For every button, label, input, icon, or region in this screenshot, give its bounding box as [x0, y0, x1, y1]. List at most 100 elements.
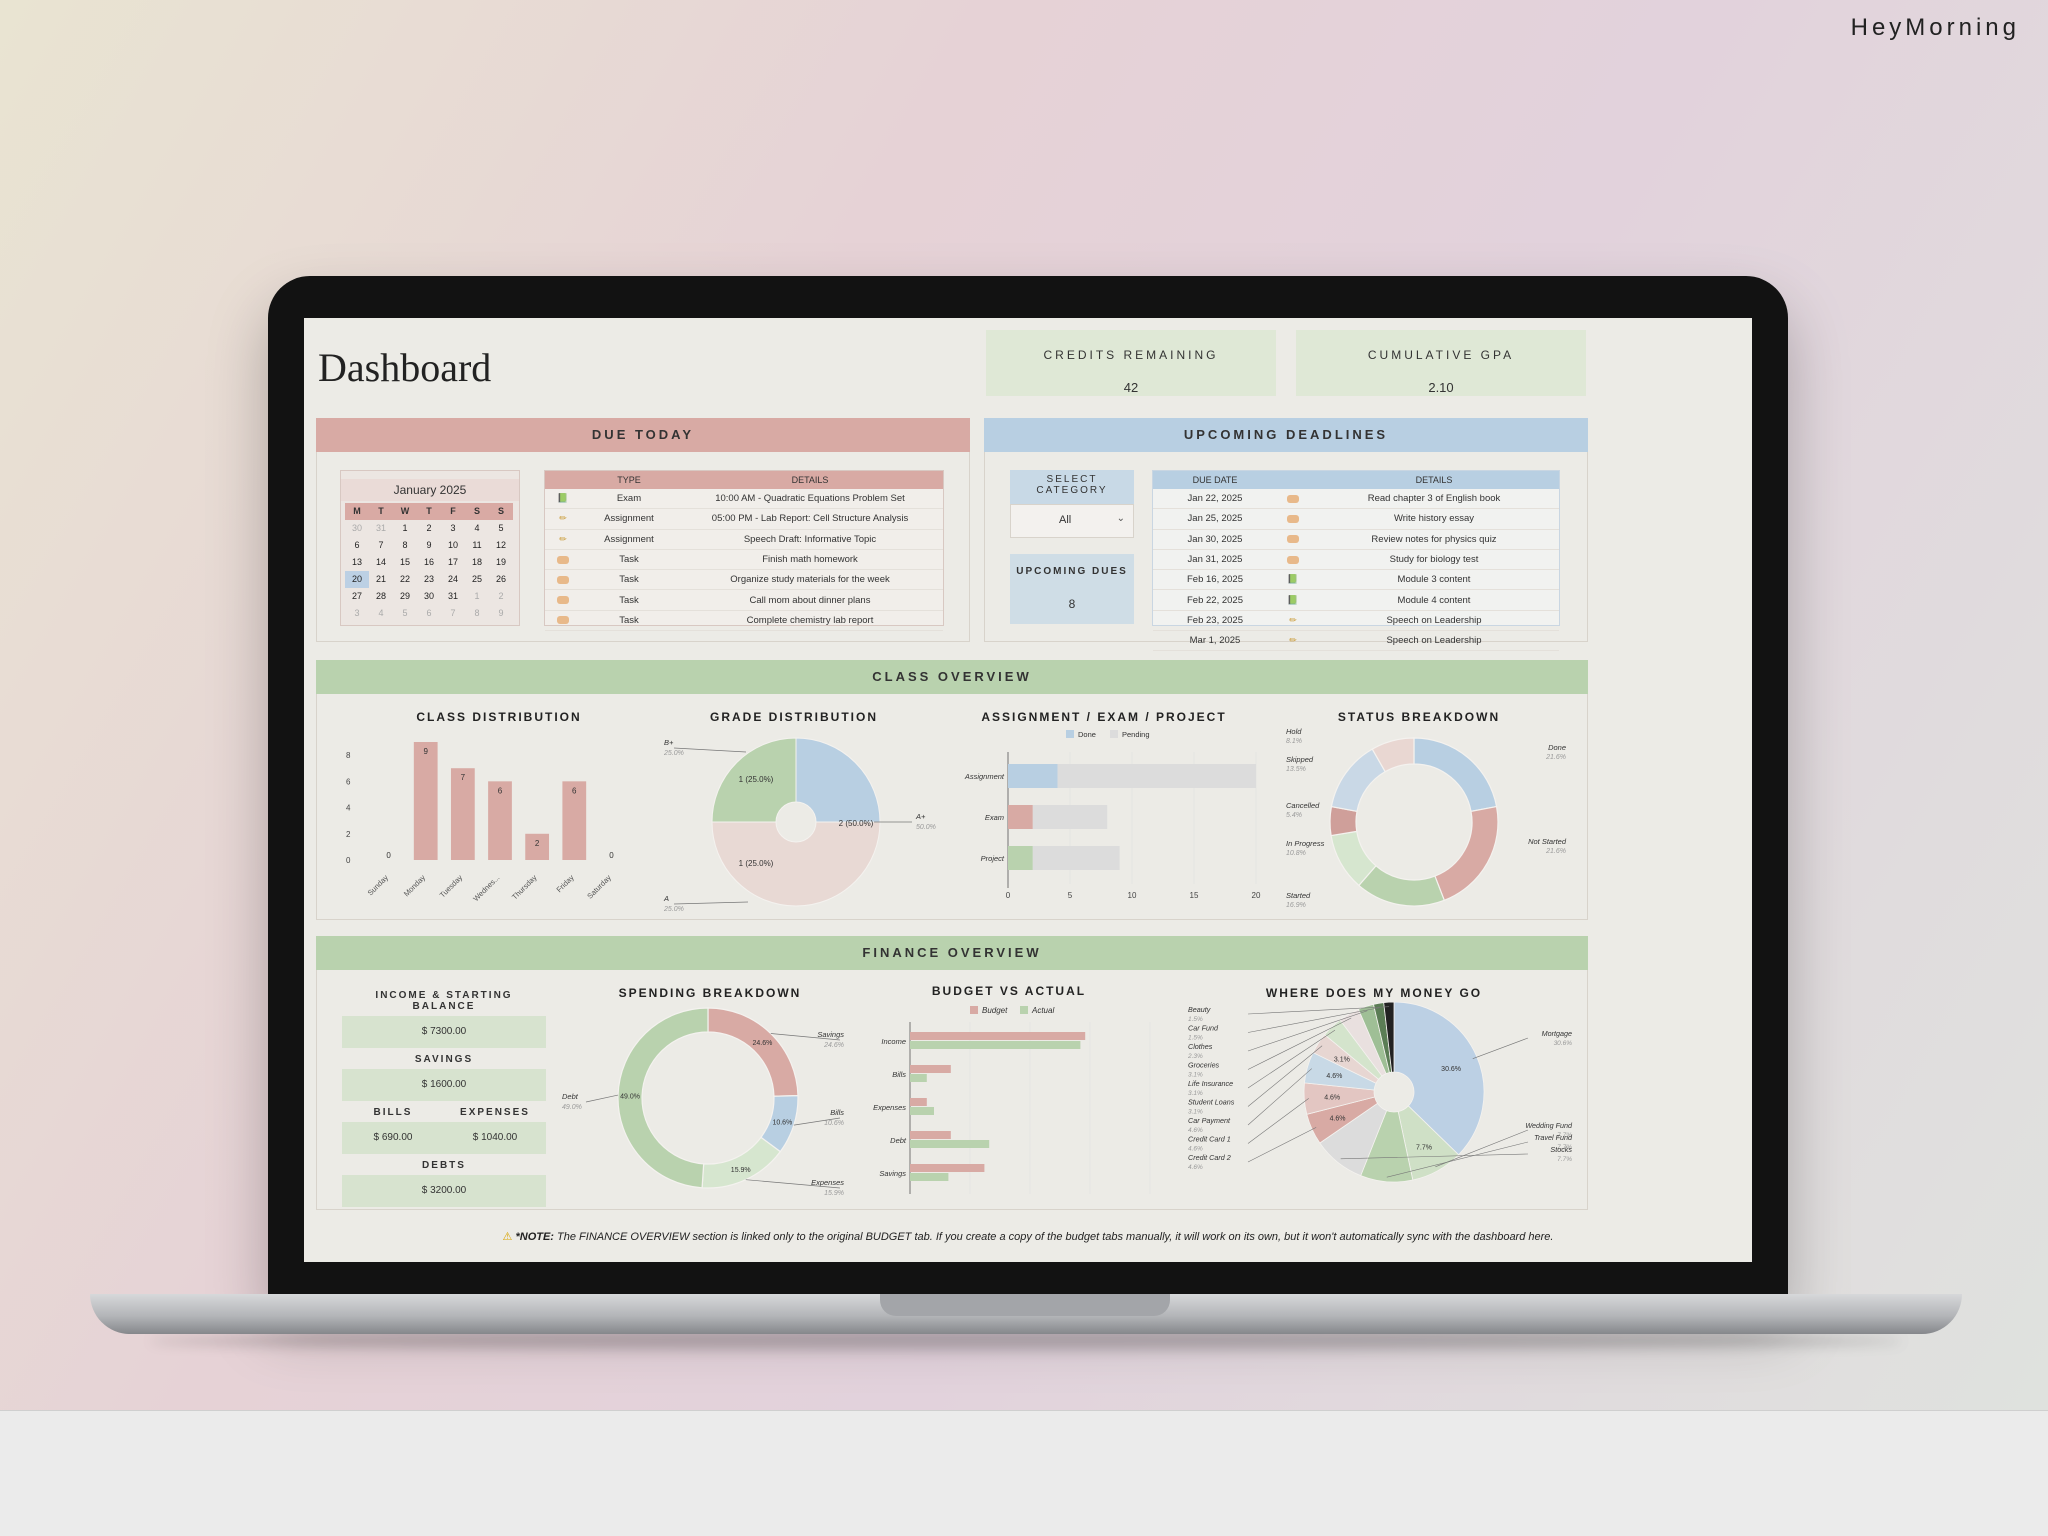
- data-label: 6: [498, 786, 503, 795]
- slice-name: Bills: [830, 1108, 844, 1117]
- slice-percent: 25.0%: [663, 750, 684, 757]
- calendar-day[interactable]: 16: [423, 557, 434, 567]
- calendar-day[interactable]: 19: [495, 557, 506, 567]
- calendar-days: 30 31 1 2 3 4 5 6 7 8 9 10 11 12 13 14 15 16 17 18 19 20 21 22 2…: [345, 520, 515, 622]
- calendar-day[interactable]: 14: [375, 557, 386, 567]
- slice-label: 4.6%: [1326, 1073, 1342, 1080]
- calendar-day[interactable]: 22: [399, 574, 410, 584]
- leader-line: [1247, 1029, 1336, 1089]
- task-icon: [1287, 514, 1299, 523]
- calendar-day[interactable]: 26: [495, 574, 506, 584]
- slice-label: 30.6%: [1441, 1066, 1461, 1073]
- calendar-day[interactable]: 24: [447, 574, 458, 584]
- slice-name: A: [663, 894, 669, 903]
- status-breakdown-title: STATUS BREAKDOWN: [1337, 710, 1501, 724]
- slice-name: Mortgage: [1542, 1029, 1572, 1038]
- task-icon: [557, 555, 569, 564]
- dashboard-screen: Dashboard CREDITS REMAINING 42 CUMULATIV…: [304, 318, 1752, 1262]
- warning-icon: ⚠: [502, 1231, 513, 1243]
- row-icon-cell: [545, 569, 581, 591]
- calendar-day[interactable]: 2: [498, 591, 504, 601]
- calendar-day[interactable]: 3: [450, 523, 456, 533]
- finance-note: ⚠ *NOTE: The FINANCE OVERVIEW section is…: [304, 1230, 1752, 1243]
- calendar-day[interactable]: 1: [474, 591, 480, 601]
- row-details: 10:00 AM - Quadratic Equations Problem S…: [677, 489, 943, 510]
- weekday-label: F: [441, 503, 465, 520]
- row-date: Feb 22, 2025: [1153, 589, 1277, 611]
- bar-Tuesday: [450, 768, 475, 860]
- bar-actual-Bills: [910, 1074, 927, 1082]
- calendar-day[interactable]: 12: [495, 540, 506, 550]
- task-icon: [1287, 494, 1299, 503]
- calendar-day[interactable]: 11: [472, 540, 482, 550]
- calendar-day[interactable]: 10: [447, 540, 458, 550]
- calendar-day[interactable]: 29: [399, 591, 410, 601]
- category-select[interactable]: All ⌄: [1010, 504, 1134, 538]
- calendar-day[interactable]: 31: [447, 591, 458, 601]
- calendar-day[interactable]: 30: [423, 591, 434, 601]
- row-details: Module 4 content: [1309, 589, 1559, 611]
- credits-value: 42: [1123, 380, 1139, 395]
- calendar-day[interactable]: 5: [402, 608, 408, 618]
- table-row: Jan 22, 2025 Read chapter 3 of English bo…: [1153, 489, 1559, 510]
- calendar-day[interactable]: 15: [399, 557, 410, 567]
- row-type: Assignment: [581, 508, 677, 530]
- income-label: INCOME & STARTING BALANCE: [375, 990, 513, 1012]
- row-date: Jan 30, 2025: [1153, 529, 1277, 550]
- calendar-day[interactable]: 2: [426, 523, 432, 533]
- slice-name: Stocks: [1550, 1145, 1572, 1154]
- slice-percent: 3.1%: [1188, 1109, 1203, 1116]
- calendar-day[interactable]: 7: [450, 608, 456, 618]
- calendar-day[interactable]: 28: [375, 591, 386, 601]
- slice-name: Skipped: [1286, 755, 1314, 764]
- row-details: Speech Draft: Informative Topic: [677, 529, 943, 550]
- table-row: Feb 23, 2025 ✏ Speech on Leadership: [1153, 610, 1559, 632]
- slice-name: Car Payment: [1188, 1116, 1231, 1125]
- calendar-day[interactable]: 3: [354, 608, 360, 618]
- table-row: ✏ Assignment Speech Draft: Informative Top…: [545, 529, 943, 550]
- calendar-day[interactable]: 1: [402, 523, 408, 533]
- x-tick-label: 15: [1190, 891, 1199, 900]
- slice-percent: 2.3%: [1187, 1053, 1203, 1060]
- bar-actual-Income: [910, 1041, 1081, 1049]
- calendar-day[interactable]: 8: [474, 608, 480, 618]
- calendar-day[interactable]: 20: [345, 571, 369, 588]
- calendar-day[interactable]: 31: [375, 523, 386, 533]
- calendar-day[interactable]: 21: [375, 574, 386, 584]
- calendar-day[interactable]: 25: [471, 574, 482, 584]
- row-date: Jan 25, 2025: [1153, 508, 1277, 530]
- slice-name: Savings: [817, 1030, 844, 1039]
- calendar-day[interactable]: 4: [474, 523, 480, 533]
- calendar-day[interactable]: 9: [498, 608, 504, 618]
- calendar-day[interactable]: 6: [426, 608, 432, 618]
- bar-Wednes...: [488, 781, 512, 860]
- calendar-day[interactable]: 4: [378, 608, 384, 618]
- upcoming-dues-value: 8: [1068, 597, 1076, 611]
- calendar-day[interactable]: 13: [351, 557, 362, 567]
- calendar-day[interactable]: 5: [498, 523, 504, 533]
- calendar-day[interactable]: 8: [402, 540, 408, 550]
- slice-name: Debt: [562, 1092, 579, 1101]
- x-tick-label: 10: [1128, 891, 1137, 900]
- leader-line: [1340, 1153, 1529, 1160]
- calendar-day[interactable]: 18: [471, 557, 482, 567]
- calendar-day[interactable]: 23: [423, 574, 434, 584]
- calendar-day[interactable]: 7: [378, 540, 384, 550]
- bar-budget-Bills: [910, 1065, 951, 1073]
- calendar-day[interactable]: 30: [351, 523, 362, 533]
- row-date: Jan 22, 2025: [1153, 489, 1277, 510]
- row-icon-cell: ✏: [1277, 610, 1309, 632]
- y-tick-label: Income: [881, 1037, 906, 1046]
- row-icon-cell: ✏: [1277, 630, 1309, 652]
- where-does-my-money-go-chart: 30.6% 7.7% 4.6% 4.6% 4.6% 3.1% Mortgage 30.6% We…: [1187, 1002, 1573, 1183]
- calendar-day[interactable]: 6: [354, 540, 360, 550]
- leader-line: [1247, 1045, 1323, 1107]
- slice-percent: 13.5%: [1286, 766, 1306, 773]
- note-text: The FINANCE OVERVIEW section is linked o…: [557, 1231, 1554, 1243]
- calendar-day[interactable]: 17: [447, 557, 458, 567]
- calendar-day[interactable]: 9: [426, 540, 432, 550]
- data-label: 0: [609, 851, 614, 860]
- calendar-day[interactable]: 27: [351, 591, 362, 601]
- slice-percent: 10.8%: [1286, 850, 1306, 857]
- slice-label: 49.0%: [620, 1093, 640, 1100]
